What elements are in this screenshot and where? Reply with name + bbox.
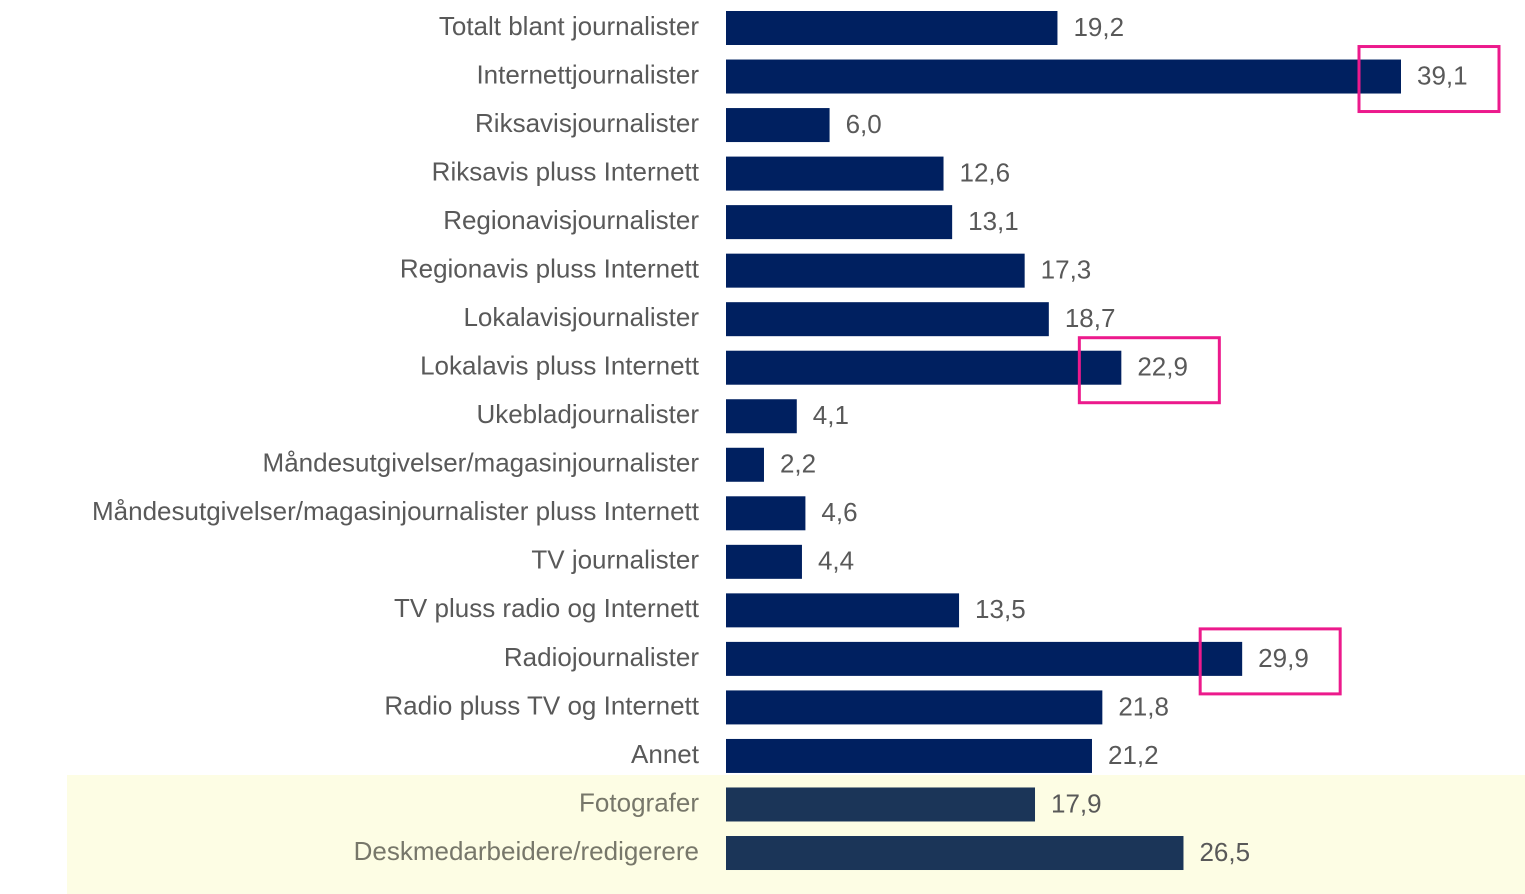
- bar: [726, 496, 806, 531]
- bar: [726, 350, 1122, 385]
- bar: [726, 399, 797, 434]
- value-label: 17,9: [1051, 788, 1102, 818]
- category-label: Radiojournalister: [504, 642, 699, 672]
- category-label: Radio pluss TV og Internett: [384, 690, 699, 720]
- value-label: 2,2: [780, 449, 816, 479]
- category-label: Lokalavisjournalister: [463, 302, 699, 332]
- bar: [726, 690, 1103, 725]
- category-label: Internettjournalister: [476, 59, 699, 89]
- bar: [726, 544, 802, 579]
- value-label: 21,2: [1108, 740, 1159, 770]
- category-label: Regionavisjournalister: [443, 205, 699, 235]
- value-label: 18,7: [1065, 303, 1116, 333]
- highlight-box: [1198, 627, 1342, 696]
- category-label: Riksavis pluss Internett: [432, 156, 700, 186]
- bar: [726, 11, 1058, 45]
- value-label: 13,1: [968, 206, 1019, 236]
- category-label: Regionavis pluss Internett: [400, 254, 700, 284]
- bar: [726, 447, 764, 482]
- category-label: Riksavisjournalister: [475, 108, 699, 138]
- category-label: TV journalister: [531, 545, 699, 575]
- value-label: 19,2: [1073, 12, 1124, 42]
- bar: [726, 787, 1036, 822]
- highlight-box: [1077, 336, 1221, 405]
- bar: [726, 593, 960, 628]
- value-label: 39,1: [1417, 60, 1468, 90]
- highlight-box: [1357, 45, 1501, 114]
- category-label: Totalt blant journalister: [439, 11, 699, 41]
- bar: [726, 253, 1025, 288]
- bar: [726, 205, 953, 240]
- value-label: 26,5: [1199, 837, 1250, 867]
- category-label: TV pluss radio og Internett: [394, 593, 700, 623]
- bar: [726, 836, 1184, 871]
- value-label: 12,6: [960, 157, 1011, 187]
- value-label: 4,1: [813, 400, 849, 430]
- bar: [726, 641, 1243, 676]
- category-label: Lokalavis pluss Internett: [420, 351, 700, 381]
- category-label: Måndesutgivelser/magasinjournalister: [263, 448, 700, 478]
- category-label: Ukebladjournalister: [476, 399, 699, 429]
- bar: [726, 156, 944, 191]
- value-label: 21,8: [1118, 691, 1169, 721]
- bar: [726, 108, 830, 143]
- value-label: 4,4: [818, 546, 854, 576]
- category-label: Måndesutgivelser/magasinjournalister plu…: [92, 496, 700, 526]
- bar: [726, 59, 1401, 94]
- value-label: 22,9: [1137, 352, 1188, 382]
- value-label: 13,5: [975, 594, 1026, 624]
- category-label: Annet: [631, 739, 700, 769]
- value-label: 4,6: [821, 497, 857, 527]
- value-label: 29,9: [1258, 643, 1309, 673]
- category-label: Fotografer: [579, 787, 699, 817]
- bar: [726, 738, 1092, 773]
- value-label: 17,3: [1041, 255, 1092, 285]
- category-label: Deskmedarbeidere/redigerere: [354, 836, 699, 866]
- bar: [726, 302, 1049, 337]
- value-label: 6,0: [846, 109, 882, 139]
